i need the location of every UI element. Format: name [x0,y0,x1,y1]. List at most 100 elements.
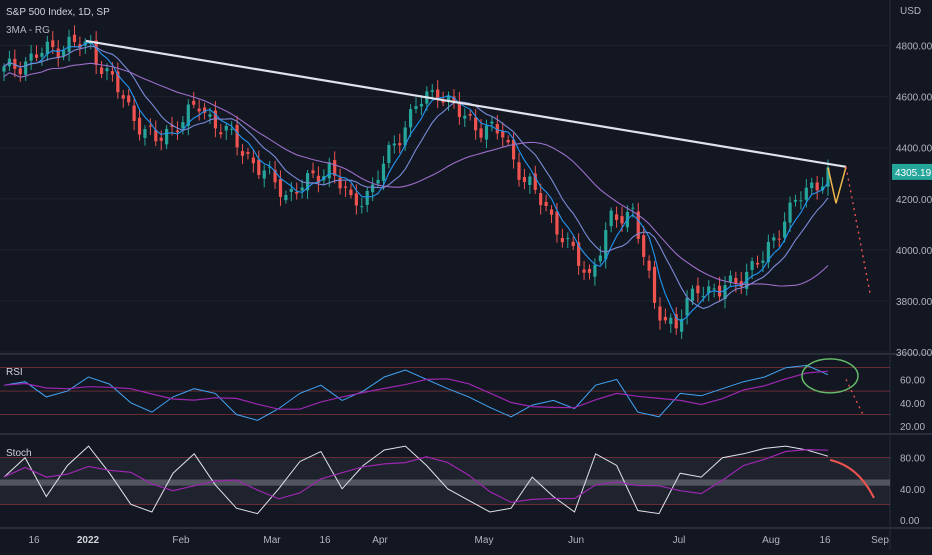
candle-body [820,186,825,191]
candle-body [62,50,66,57]
candle-body [696,285,700,294]
candle-body [186,104,190,126]
candle-body [772,237,776,241]
indicator-label: 3MA - RG [6,25,50,36]
candle-body [273,169,277,183]
candle-body [614,214,619,220]
candle-body [528,176,532,186]
candle-body [506,139,510,143]
candle-body [289,188,293,192]
candle-body [175,130,180,133]
rsi-label: RSI [6,367,23,378]
candle-body [246,152,250,154]
candle-body [240,151,245,156]
candle-body [235,125,239,148]
candle-body [707,286,711,294]
candle-body [441,99,445,103]
candle-body [539,193,543,206]
candle-body [479,128,483,138]
candle-body [663,316,667,321]
chart-title: S&P 500 Index, 1D, SP [6,7,110,18]
candle-body [56,48,60,58]
price-tick-label: 4000.00 [896,246,932,257]
candle-body [94,40,98,65]
candle-body [815,182,819,191]
candle-body [522,176,527,183]
candle-body [398,143,402,146]
candle-body [647,260,651,271]
candle-body [2,66,6,72]
candle-body [658,306,662,321]
time-tick-label: 16 [28,535,40,546]
candle-body [468,114,472,116]
rsi-signal-line [3,370,829,410]
candle-body [430,90,434,92]
candle-body [544,201,548,207]
candle-body [354,193,358,206]
candle-body [170,125,174,127]
candle-body [408,109,413,128]
time-tick-label: Aug [762,535,780,546]
candle-body [728,275,733,283]
stoch-signal-line [3,448,829,503]
projection-dotted-line [845,166,871,294]
candle-body [224,125,228,131]
candle-body [392,143,396,146]
candle-body [143,129,147,138]
candle-body [338,177,342,189]
candle-body [343,186,348,188]
candle-body [484,125,489,140]
price-tick-label: 3800.00 [896,297,932,308]
candle-body [495,124,499,134]
candle-body [766,241,770,263]
candle-body [571,241,575,247]
descending-trendline [85,39,847,168]
candle-body [582,269,586,273]
candle-body [257,159,261,175]
candle-body [566,238,570,240]
last-price-badge [892,163,932,180]
candle-body [457,101,461,118]
stoch-midband [0,479,890,486]
rsi-tick-label: 60.00 [900,375,925,386]
stoch-projection-curve [829,459,875,499]
candle-body [360,206,364,208]
candle-body [511,139,516,160]
candle-body [750,261,754,270]
stoch-tick-label: 0.00 [900,516,920,527]
candles-group [2,25,830,339]
candle-body [316,175,321,183]
candle-body [783,221,787,238]
currency-label: USD [900,6,921,17]
candle-body [371,184,375,193]
candle-body [278,179,283,197]
candle-body [110,71,115,75]
candle-body [674,314,678,329]
candle-body [197,108,201,112]
candle-body [631,207,635,209]
candle-body [788,202,792,223]
candle-body [268,166,272,168]
time-tick-label: Feb [172,535,190,546]
price-tick-label: 4400.00 [896,144,932,155]
candle-body [755,262,760,265]
time-tick-label: Jul [673,535,686,546]
ma-mid-line [3,45,829,310]
stoch-line [3,445,829,515]
candle-body [490,121,494,124]
candle-body [690,288,695,301]
time-tick-label: 2022 [77,535,100,546]
candle-body [230,128,234,130]
candle-body [376,179,380,184]
rsi-highlight-ellipse [801,358,859,394]
candle-body [403,127,407,146]
candle-body [148,125,152,127]
candle-body [34,54,39,58]
candle-body [284,195,288,201]
v-projection [827,166,847,204]
candle-body [165,128,169,145]
candle-body [604,229,608,260]
price-tick-label: 3600.00 [896,348,932,359]
